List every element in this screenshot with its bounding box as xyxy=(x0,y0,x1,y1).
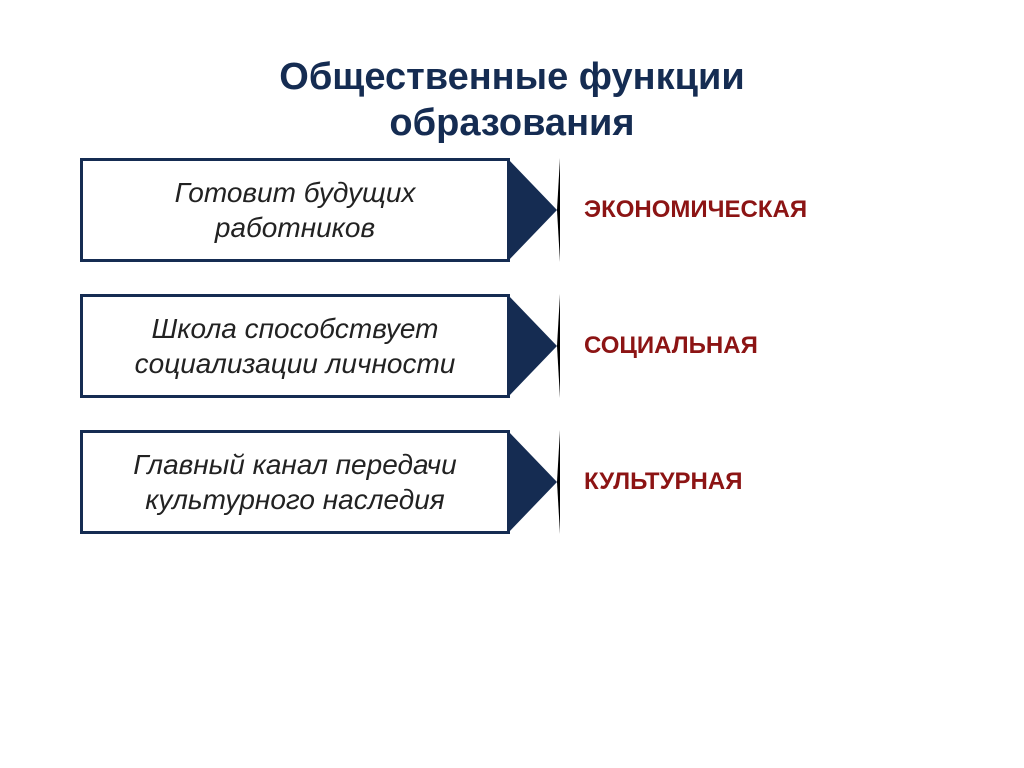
box-0: Готовит будущих работников xyxy=(80,158,510,262)
title-line-1: Общественные функции xyxy=(0,55,1024,101)
label-0: ЭКОНОМИЧЕСКАЯ xyxy=(584,196,807,224)
box-text-2: Главный канал передачи культурного насле… xyxy=(99,447,491,517)
label-1: СОЦИАЛЬНАЯ xyxy=(584,332,758,360)
diagram-title: Общественные функции образования xyxy=(0,55,1024,146)
box-text-1: Школа способствует социализации личности xyxy=(99,311,491,381)
box-2: Главный канал передачи культурного насле… xyxy=(80,430,510,534)
title-line-2: образования xyxy=(0,101,1024,147)
row-2: Главный канал передачи культурного насле… xyxy=(80,430,742,534)
arrow-icon-0 xyxy=(507,158,560,262)
label-2: КУЛЬТУРНАЯ xyxy=(584,468,742,496)
row-1: Школа способствует социализации личности… xyxy=(80,294,758,398)
box-text-0: Готовит будущих работников xyxy=(99,175,491,245)
arrow-icon-2 xyxy=(507,430,560,534)
box-1: Школа способствует социализации личности xyxy=(80,294,510,398)
arrow-icon-1 xyxy=(507,294,560,398)
row-0: Готовит будущих работников ЭКОНОМИЧЕСКАЯ xyxy=(80,158,807,262)
